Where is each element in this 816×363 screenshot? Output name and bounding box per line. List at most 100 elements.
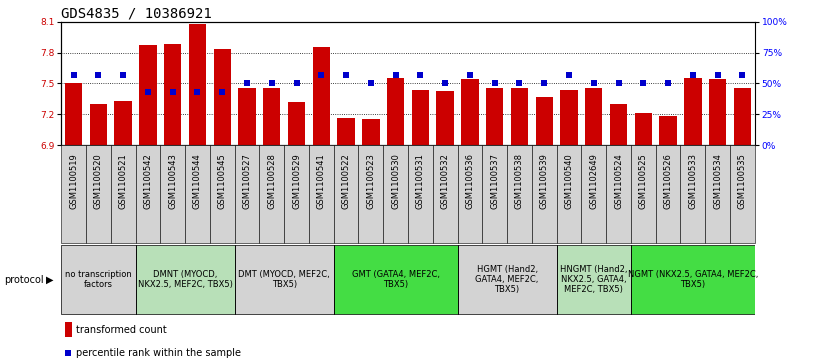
Text: GSM1100519: GSM1100519 xyxy=(69,153,78,209)
Text: GSM1100536: GSM1100536 xyxy=(465,153,474,209)
Point xyxy=(711,72,724,78)
Bar xyxy=(387,78,404,145)
Text: GSM1100522: GSM1100522 xyxy=(342,153,351,209)
Point xyxy=(389,72,402,78)
Bar xyxy=(358,145,384,243)
Bar xyxy=(284,145,309,243)
Bar xyxy=(458,245,557,314)
Bar xyxy=(210,145,235,243)
Bar xyxy=(458,145,482,243)
Bar xyxy=(61,245,135,314)
Text: GSM1100521: GSM1100521 xyxy=(118,153,127,209)
Bar xyxy=(114,101,132,145)
Bar xyxy=(164,44,181,145)
Bar xyxy=(585,87,602,145)
Point xyxy=(67,72,80,78)
Bar xyxy=(185,145,210,243)
Point xyxy=(463,72,477,78)
Point xyxy=(662,81,675,86)
Bar xyxy=(507,145,532,243)
Bar xyxy=(235,145,259,243)
Text: GSM1100533: GSM1100533 xyxy=(689,153,698,209)
Point xyxy=(439,81,452,86)
Text: GSM1100525: GSM1100525 xyxy=(639,153,648,209)
Text: percentile rank within the sample: percentile rank within the sample xyxy=(76,348,241,358)
Bar xyxy=(65,83,82,145)
Point xyxy=(488,81,501,86)
Bar xyxy=(238,87,255,145)
Bar xyxy=(582,145,606,243)
Point xyxy=(295,242,308,248)
Point xyxy=(315,72,328,78)
Bar xyxy=(362,119,379,145)
Bar xyxy=(631,245,755,314)
Text: GSM1100520: GSM1100520 xyxy=(94,153,103,209)
Bar xyxy=(631,145,656,243)
Text: GSM1100541: GSM1100541 xyxy=(317,153,326,209)
Bar xyxy=(532,145,557,243)
Point xyxy=(538,81,551,86)
Text: DMNT (MYOCD,
NKX2.5, MEF2C, TBX5): DMNT (MYOCD, NKX2.5, MEF2C, TBX5) xyxy=(138,270,233,289)
Bar xyxy=(263,87,281,145)
Bar xyxy=(111,145,135,243)
Point xyxy=(191,89,204,95)
Text: ▶: ▶ xyxy=(46,274,53,285)
Text: HNGMT (Hand2,
NKX2.5, GATA4,
MEF2C, TBX5): HNGMT (Hand2, NKX2.5, GATA4, MEF2C, TBX5… xyxy=(560,265,628,294)
Text: GSM1100526: GSM1100526 xyxy=(663,153,672,209)
Text: GSM1100537: GSM1100537 xyxy=(490,153,499,209)
Bar xyxy=(730,145,755,243)
Bar xyxy=(684,78,702,145)
Bar xyxy=(432,145,458,243)
Bar xyxy=(334,245,458,314)
Text: GSM1100523: GSM1100523 xyxy=(366,153,375,209)
Point xyxy=(117,72,130,78)
Bar xyxy=(235,245,334,314)
Bar xyxy=(160,145,185,243)
Bar xyxy=(288,102,305,145)
Text: GSM1100534: GSM1100534 xyxy=(713,153,722,209)
Text: GSM1100530: GSM1100530 xyxy=(391,153,400,209)
Bar xyxy=(705,145,730,243)
Bar xyxy=(557,145,581,243)
Text: no transcription
factors: no transcription factors xyxy=(65,270,131,289)
Point xyxy=(588,81,601,86)
Point xyxy=(215,89,228,95)
Text: HGMT (Hand2,
GATA4, MEF2C,
TBX5): HGMT (Hand2, GATA4, MEF2C, TBX5) xyxy=(476,265,539,294)
Bar xyxy=(334,145,358,243)
Point xyxy=(166,89,180,95)
Text: GSM1100531: GSM1100531 xyxy=(416,153,425,209)
Bar xyxy=(482,145,507,243)
Text: GSM1100524: GSM1100524 xyxy=(614,153,623,209)
Text: GMT (GATA4, MEF2C,
TBX5): GMT (GATA4, MEF2C, TBX5) xyxy=(352,270,440,289)
Bar xyxy=(659,117,676,145)
Bar xyxy=(61,145,86,243)
Text: GSM1100542: GSM1100542 xyxy=(144,153,153,209)
Text: GSM1100527: GSM1100527 xyxy=(242,153,251,209)
Point xyxy=(265,81,278,86)
Bar xyxy=(461,79,479,145)
Point xyxy=(562,72,575,78)
Point xyxy=(686,72,699,78)
Bar xyxy=(681,145,705,243)
Bar xyxy=(610,104,628,145)
Bar xyxy=(734,87,751,145)
Point xyxy=(612,81,625,86)
Text: GSM1100540: GSM1100540 xyxy=(565,153,574,209)
Bar xyxy=(309,145,334,243)
Point xyxy=(339,72,353,78)
Text: GSM1100535: GSM1100535 xyxy=(738,153,747,209)
Text: GSM1100532: GSM1100532 xyxy=(441,153,450,209)
Bar xyxy=(86,145,111,243)
Text: DMT (MYOCD, MEF2C,
TBX5): DMT (MYOCD, MEF2C, TBX5) xyxy=(238,270,330,289)
Point xyxy=(141,89,154,95)
Text: GSM1100544: GSM1100544 xyxy=(193,153,202,209)
Text: GDS4835 / 10386921: GDS4835 / 10386921 xyxy=(61,7,212,21)
Bar xyxy=(709,79,726,145)
Bar xyxy=(90,104,107,145)
Point xyxy=(92,72,105,78)
Point xyxy=(290,81,303,86)
Text: NGMT (NKX2.5, GATA4, MEF2C,
TBX5): NGMT (NKX2.5, GATA4, MEF2C, TBX5) xyxy=(628,270,758,289)
Bar xyxy=(412,90,429,145)
Text: GSM1100545: GSM1100545 xyxy=(218,153,227,209)
Bar xyxy=(337,118,355,145)
